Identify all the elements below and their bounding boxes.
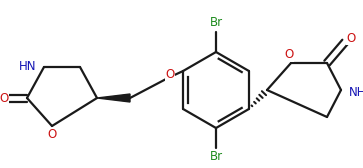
Text: O: O — [0, 92, 9, 104]
Text: Br: Br — [209, 16, 223, 30]
Text: HN: HN — [19, 60, 36, 74]
Text: O: O — [48, 129, 57, 141]
Polygon shape — [97, 94, 130, 102]
Text: NH: NH — [349, 86, 363, 98]
Text: Br: Br — [209, 151, 223, 163]
Text: O: O — [166, 69, 175, 81]
Text: O: O — [284, 49, 294, 61]
Text: O: O — [346, 32, 356, 45]
